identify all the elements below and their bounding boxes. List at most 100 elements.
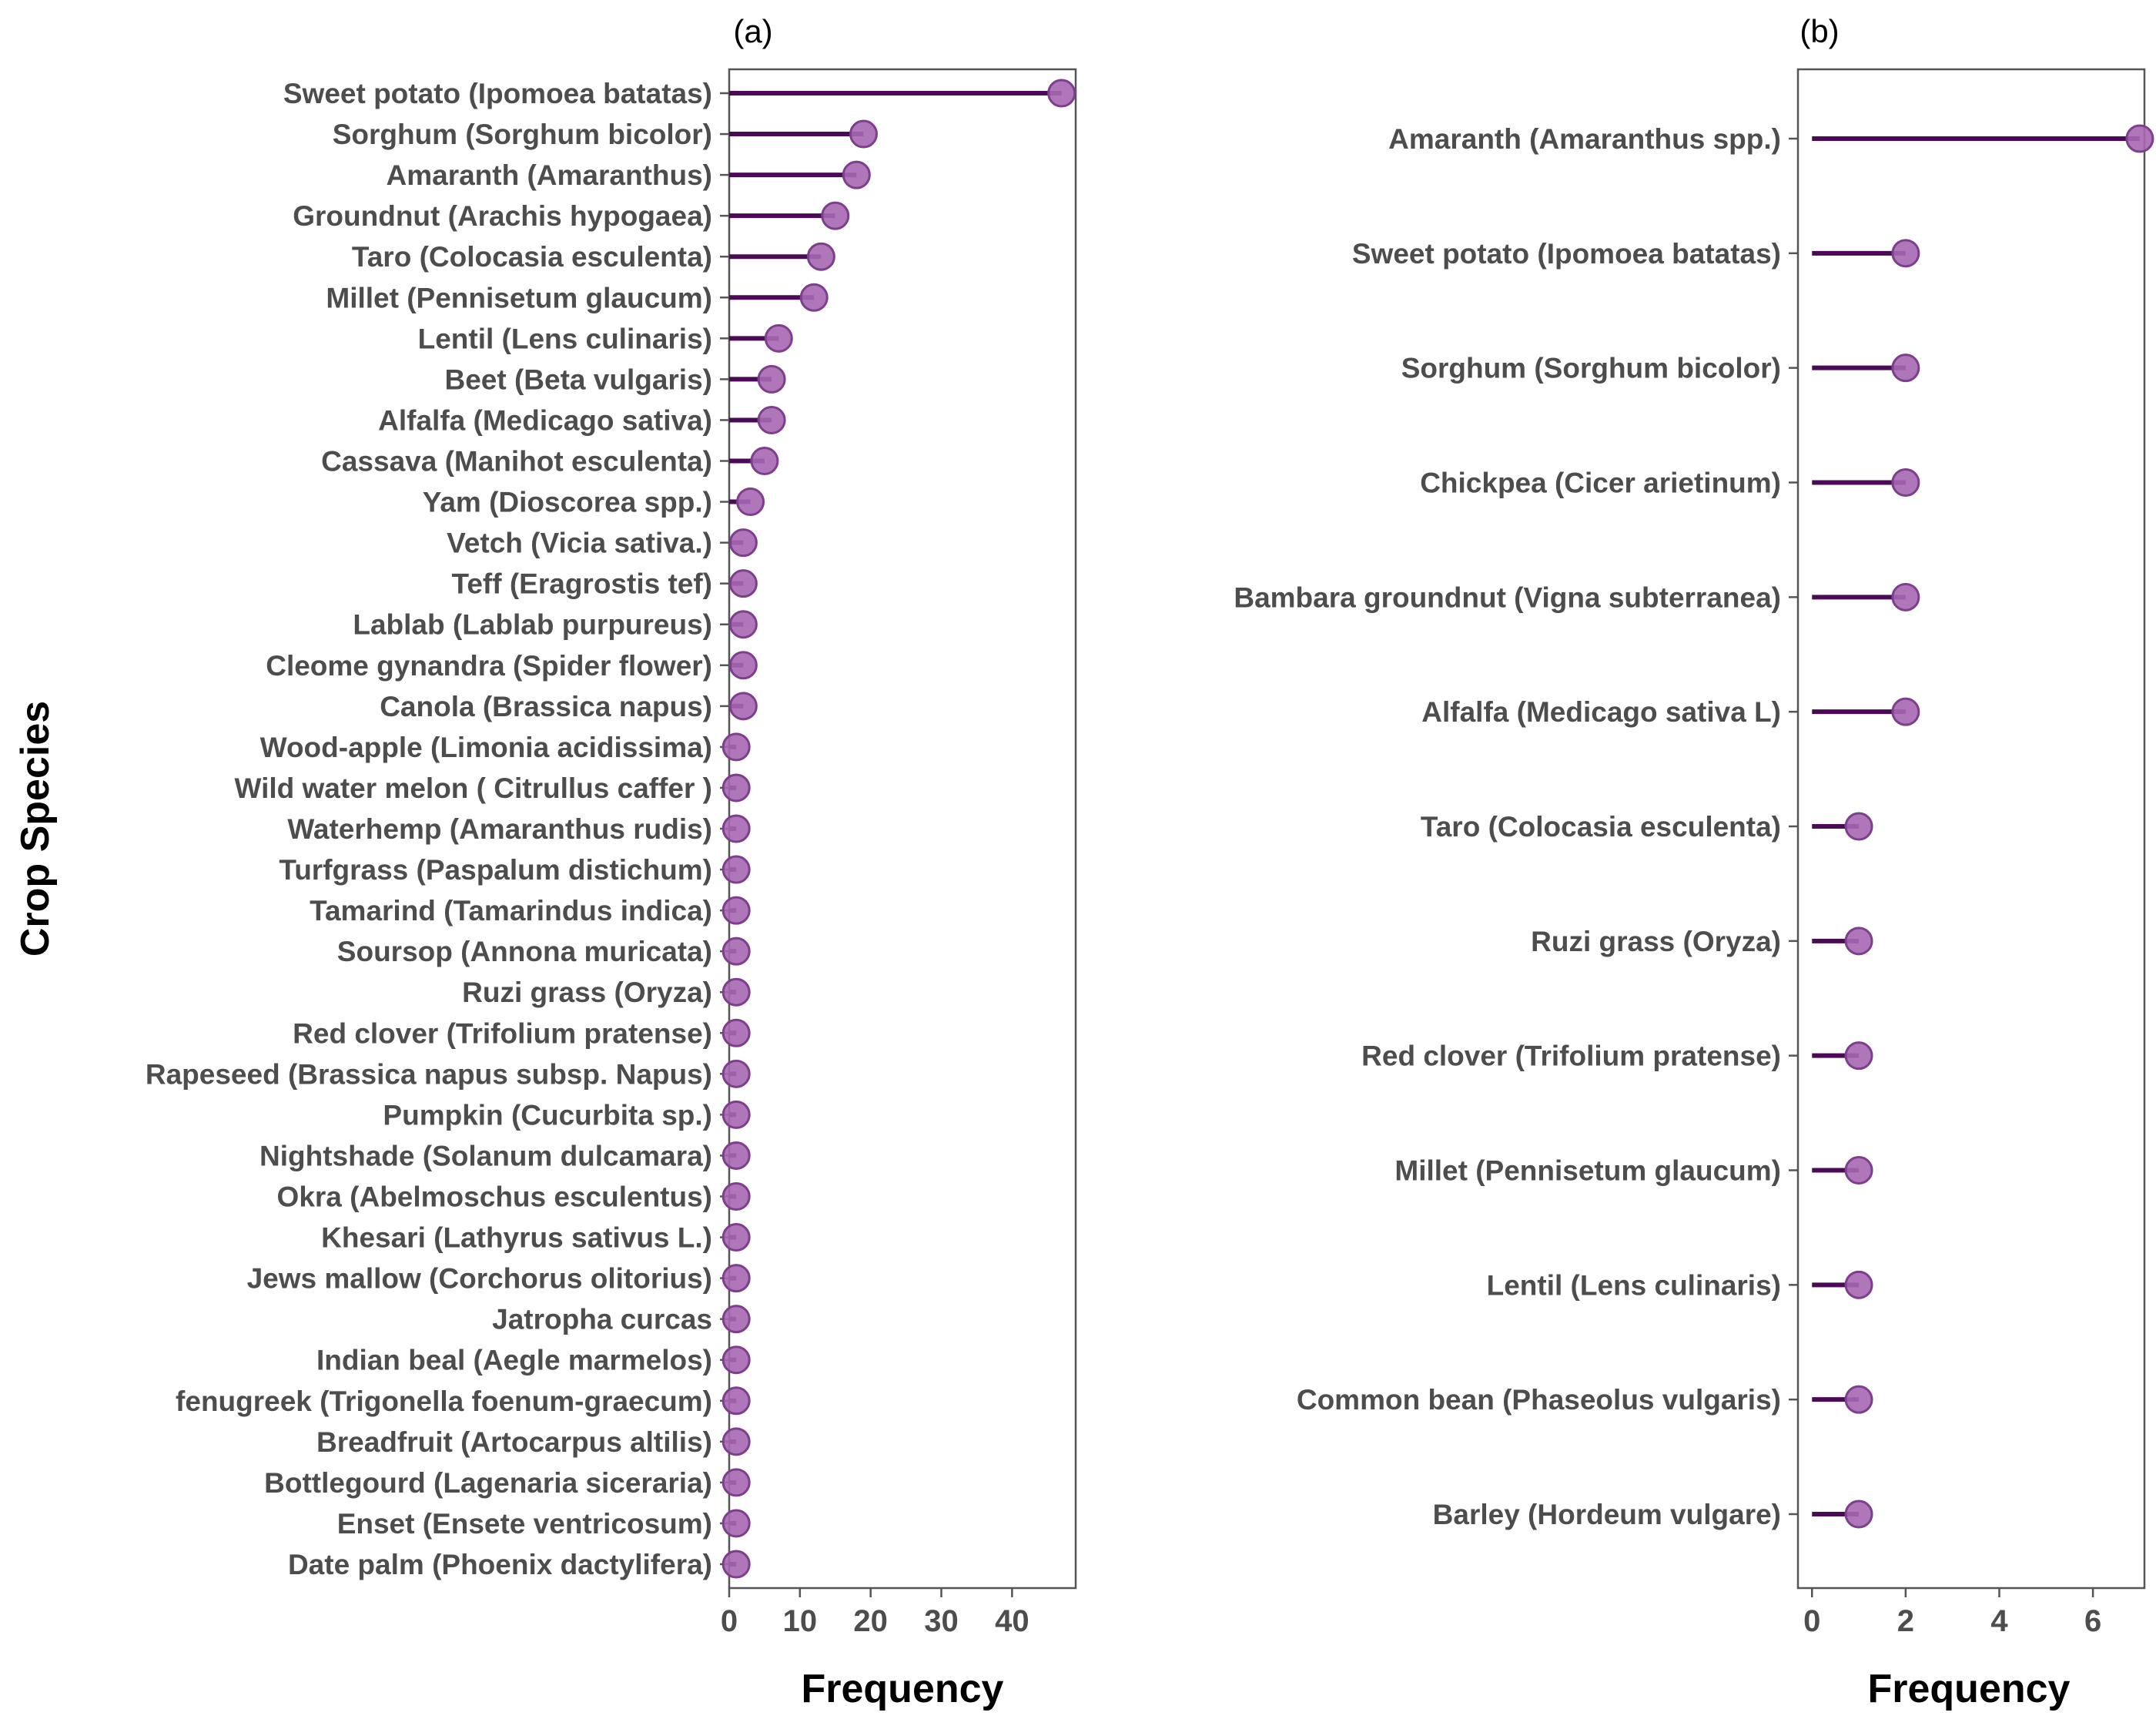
category-label: Amaranth (Amaranthus) (387, 159, 713, 191)
lollipop-point (721, 732, 751, 762)
x-tick-label: 4 (1990, 1604, 2008, 1638)
lollipop-point (721, 1141, 751, 1170)
panel-a: (a) Sweet potato (Ipomoea batatas) Sorghu… (13, 13, 1077, 1711)
lollipop-point (821, 201, 850, 230)
category-label: Waterhemp (Amaranthus rudis) (287, 813, 712, 845)
x-tick-label: 40 (995, 1604, 1029, 1638)
lollipop-point (721, 1018, 751, 1047)
panel-b-frame (1796, 68, 2146, 1590)
lollipop-point (721, 1550, 751, 1579)
category-label: Lentil (Lens culinaris) (418, 323, 712, 354)
category-label: Millet (Pennisetum glaucum) (326, 282, 712, 313)
panel-b-marks: Amaranth (Amaranthus spp.) Sweet potato (… (1234, 123, 2154, 1530)
category-label: Lablab (Lablab purpureus) (353, 609, 712, 641)
lollipop-point (721, 1427, 751, 1456)
category-label: Khesari (Lathyrus sativus L.) (321, 1222, 712, 1254)
category-label: Alfalfa (Medicago sativa L) (1421, 696, 1781, 728)
category-label: Rapeseed (Brassica napus subsp. Napus) (146, 1058, 712, 1090)
lollipop-point (1047, 79, 1076, 108)
lollipop-point (721, 814, 751, 843)
category-label: Sweet potato (Ipomoea batatas) (1352, 238, 1781, 270)
category-label: Bambara groundnut (Vigna subterranea) (1234, 581, 1781, 613)
category-label: Indian beal (Aegle marmelos) (316, 1345, 712, 1376)
lollipop-point (799, 283, 829, 312)
x-tick-label: 0 (1803, 1604, 1820, 1638)
category-label: Soursop (Annona muricata) (337, 936, 712, 967)
category-label: Tamarind (Tamarindus indica) (310, 895, 712, 927)
lollipop-point (849, 119, 878, 149)
lollipop-point (721, 896, 751, 925)
category-label: Groundnut (Arachis hypogaea) (293, 200, 712, 232)
category-label: Chickpea (Cicer arietinum) (1420, 467, 1781, 499)
lollipop-point (721, 977, 751, 1007)
category-label: Okra (Abelmoschus esculentus) (277, 1181, 712, 1213)
lollipop-point (1891, 582, 1920, 612)
lollipop-point (721, 1386, 751, 1416)
category-label: Sorghum (Sorghum bicolor) (333, 119, 712, 150)
lollipop-point (728, 692, 758, 721)
x-tick-label: 10 (783, 1604, 818, 1638)
category-label: Cleome gynandra (Spider flower) (266, 650, 712, 682)
category-label: Millet (Pennisetum glaucum) (1394, 1155, 1781, 1187)
lollipop-point (721, 1182, 751, 1211)
lollipop-point (728, 610, 758, 639)
category-label: Date palm (Phoenix dactylifera) (288, 1549, 712, 1580)
lollipop-point (721, 937, 751, 966)
panel-a-label: (a) (733, 13, 772, 49)
category-label: Ruzi grass (Oryza) (1531, 926, 1781, 957)
category-label: Wood-apple (Limonia acidissima) (260, 732, 712, 763)
lollipop-point (806, 242, 835, 271)
lollipop-point (1891, 354, 1920, 383)
lollipop-point (728, 528, 758, 558)
lollipop-point (1891, 468, 1920, 497)
category-label: Teff (Eragrostis tef) (451, 568, 712, 600)
category-label: Cassava (Manihot esculenta) (321, 446, 712, 478)
y-axis-title: Crop Species (13, 701, 58, 957)
lollipop-point (1844, 1500, 1873, 1529)
x-tick-label: 2 (1897, 1604, 1914, 1638)
category-label: Lentil (Lens culinaris) (1487, 1269, 1781, 1301)
category-label: Pumpkin (Cucurbita sp.) (383, 1099, 712, 1131)
lollipop-point (721, 1223, 751, 1252)
lollipop-point (721, 1509, 751, 1538)
panel-a-x-axis-title: Frequency (802, 1667, 1004, 1711)
lollipop-point (1891, 697, 1920, 726)
x-tick-label: 0 (721, 1604, 738, 1638)
lollipop-point (721, 1345, 751, 1375)
lollipop-point (721, 773, 751, 803)
lollipop-point (2125, 124, 2154, 153)
category-label: Barley (Hordeum vulgare) (1433, 1499, 1781, 1530)
lollipop-point (1844, 1156, 1873, 1185)
lollipop-point (721, 1100, 751, 1129)
lollipop-point (1844, 1041, 1873, 1071)
x-tick-label: 6 (2084, 1604, 2101, 1638)
panel-b-x-ticks: 0 2 4 6 (1803, 1588, 2101, 1638)
category-label: Ruzi grass (Oryza) (462, 977, 712, 1008)
category-label: Vetch (Vicia sativa.) (447, 528, 712, 559)
category-label: Taro (Colocasia esculenta) (1421, 811, 1781, 843)
lollipop-point (728, 651, 758, 680)
lollipop-point (757, 405, 786, 434)
lollipop-point (736, 488, 765, 517)
lollipop-point (1891, 239, 1920, 268)
lollipop-point (721, 1305, 751, 1334)
category-label: Enset (Ensete ventricosum) (337, 1508, 712, 1540)
category-label: Nightshade (Solanum dulcamara) (259, 1140, 712, 1171)
category-label: Turfgrass (Paspalum distichum) (279, 854, 712, 886)
category-label: Jatropha curcas (492, 1304, 712, 1335)
lollipop-point (721, 1264, 751, 1293)
panel-b-x-axis-title: Frequency (1868, 1667, 2071, 1711)
category-label: Common bean (Phaseolus vulgaris) (1297, 1384, 1781, 1416)
panel-a-x-ticks: 0 10 20 30 40 (721, 1588, 1029, 1638)
category-label: Amaranth (Amaranthus spp.) (1388, 123, 1781, 155)
category-label: Sorghum (Sorghum bicolor) (1401, 353, 1781, 384)
category-label: Yam (Dioscorea spp.) (423, 487, 712, 518)
category-label: Jews mallow (Corchorus olitorius) (247, 1263, 712, 1295)
lollipop-point (764, 323, 793, 353)
lollipop-point (842, 160, 871, 189)
category-label: Sweet potato (Ipomoea batatas) (283, 78, 712, 109)
category-label: Canola (Brassica napus) (380, 691, 712, 722)
category-label: Alfalfa (Medicago sativa) (378, 404, 712, 436)
panel-a-marks: Sweet potato (Ipomoea batatas) Sorghum (S… (146, 78, 1076, 1580)
